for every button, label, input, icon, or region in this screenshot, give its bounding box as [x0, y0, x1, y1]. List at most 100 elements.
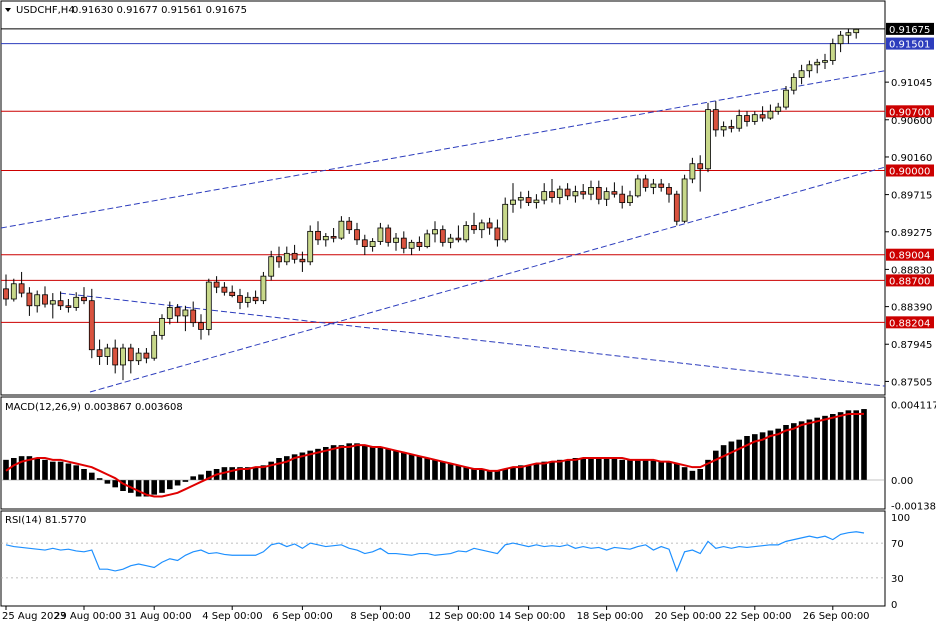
candle [260, 271, 267, 305]
candle [736, 109, 743, 132]
candle [439, 225, 446, 247]
candle-body [346, 220, 353, 231]
macd-bar [143, 480, 150, 497]
candle [486, 217, 493, 235]
rsi-axis-label: 30 [891, 574, 904, 585]
macd-bar [330, 445, 337, 480]
candle-body [299, 258, 306, 263]
candle-body [619, 193, 626, 204]
macd-bar [580, 458, 586, 480]
candle [603, 187, 610, 206]
candle [798, 64, 805, 85]
price-axis-label: 0.87505 [891, 377, 932, 388]
macd-bar [572, 458, 579, 480]
candle-body [790, 77, 797, 91]
macd-bar [830, 414, 836, 480]
candle [681, 174, 688, 223]
macd-bar [151, 480, 157, 495]
candle-body [385, 227, 392, 243]
macd-bar [494, 470, 501, 480]
candle [705, 102, 711, 173]
macd-bar [89, 472, 95, 480]
macd-bar [798, 421, 805, 480]
current-price-tag [886, 22, 934, 35]
candle [322, 233, 329, 247]
macd-bar [50, 461, 56, 480]
candle-body [229, 291, 236, 297]
macd-bar [783, 425, 789, 480]
macd-bar [338, 445, 345, 480]
candle [369, 238, 376, 252]
macd-bar [159, 480, 165, 493]
candle-body [775, 106, 782, 112]
macd-bar [73, 465, 79, 480]
candle-body [315, 230, 321, 241]
macd-bar [635, 459, 641, 480]
candle [276, 246, 282, 268]
candle-body [572, 191, 579, 197]
candle [759, 106, 766, 122]
macd-bar [588, 458, 594, 480]
candle [806, 60, 813, 78]
macd-bar [34, 458, 40, 480]
time-axis-label: 8 Sep 00:00 [350, 611, 410, 622]
candle [268, 250, 275, 281]
candle [135, 348, 142, 365]
macd-bar [642, 459, 649, 480]
candle [190, 301, 197, 327]
candle-body [549, 191, 555, 198]
candle [478, 219, 485, 239]
symbol-label: USDCHF,H4 [16, 5, 75, 16]
candle-body [393, 237, 399, 243]
candle-body [283, 252, 290, 263]
candle [291, 244, 298, 264]
macd-bar [666, 461, 672, 480]
candle-body [463, 225, 470, 241]
candle [642, 174, 649, 192]
candle [377, 222, 384, 245]
candle [408, 239, 415, 256]
candle-body [237, 295, 243, 303]
macd-axis-label: 0.004117 [891, 401, 936, 412]
triangle-down-icon[interactable] [5, 8, 11, 12]
lower-channel-line[interactable] [89, 166, 886, 393]
candle [127, 343, 134, 374]
candle [627, 190, 633, 206]
candle-body [471, 225, 477, 231]
candle [502, 197, 509, 243]
candle-body [120, 347, 126, 366]
candle-body [42, 294, 48, 305]
candle-body [541, 191, 548, 201]
candle-body [424, 233, 431, 247]
candle [549, 178, 555, 203]
macd-bar [486, 470, 493, 480]
candle-body [736, 115, 743, 129]
candle-body [151, 334, 158, 359]
macd-bar [549, 461, 555, 480]
candle-body [291, 252, 298, 260]
candle [751, 111, 758, 125]
macd-bar [596, 458, 602, 480]
macd-bar [26, 456, 33, 480]
macd-bar [57, 461, 64, 480]
candle-body [205, 281, 212, 330]
red-level-1-tag [886, 164, 934, 177]
time-axis-label: 12 Sep 00:00 [428, 611, 495, 622]
candle [564, 183, 571, 201]
candle-body [143, 352, 150, 359]
candle [697, 155, 704, 192]
upper-channel-line[interactable] [0, 70, 886, 229]
candle-body [705, 109, 711, 170]
price-axis-label: 0.91045 [891, 78, 932, 89]
macd-axis-label: 0.00 [891, 476, 913, 487]
macd-bar [81, 469, 87, 480]
candle-body [190, 309, 197, 324]
macd-bar [354, 443, 360, 480]
time-axis-label: 25 Aug 2023 [2, 611, 66, 622]
red-level-2-tag-label: 0.89004 [889, 251, 930, 262]
macd-bar [307, 450, 313, 480]
candle-body [268, 256, 275, 277]
falling-trend-line[interactable] [59, 292, 886, 387]
candle-body [767, 110, 774, 119]
